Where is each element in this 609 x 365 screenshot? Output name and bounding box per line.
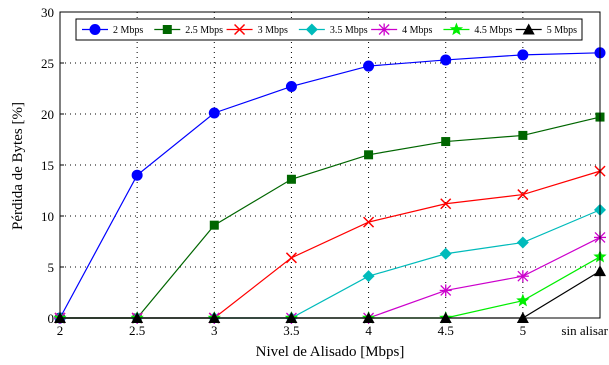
data-point — [364, 150, 373, 159]
x-tick-label: 4 — [365, 323, 372, 338]
data-point — [209, 108, 219, 118]
y-axis-title: Pérdida de Bytes [%] — [10, 102, 26, 230]
legend-label: 5 Mbps — [547, 25, 577, 36]
x-tick-label: 2.5 — [129, 323, 145, 338]
y-tick-label: 30 — [41, 5, 54, 20]
data-point — [287, 175, 296, 184]
data-point — [286, 81, 296, 91]
data-point — [441, 55, 451, 65]
x-tick-label: 5 — [520, 323, 527, 338]
legend-label: 4.5 Mbps — [474, 25, 512, 36]
data-point — [518, 131, 527, 140]
x-axis-title: Nivel de Alisado [Mbps] — [256, 344, 405, 360]
y-tick-label: 5 — [48, 260, 55, 275]
legend-label: 3.5 Mbps — [330, 25, 368, 36]
legend-label: 4 Mbps — [402, 25, 432, 36]
data-point — [441, 137, 450, 146]
legend-label: 2 Mbps — [113, 25, 143, 36]
data-point — [132, 170, 142, 180]
data-point — [517, 270, 529, 282]
y-tick-label: 15 — [41, 158, 54, 173]
legend-marker — [163, 25, 172, 34]
x-tick-label: 3 — [211, 323, 218, 338]
legend-label: 3 Mbps — [258, 25, 288, 36]
x-tick-label: sin alisar — [561, 323, 608, 338]
legend: 2 Mbps 2.5 Mbps 3 Mbps 3.5 Mbps 4 Mbps 4.5 Mb… — [76, 19, 582, 40]
x-tick-label: 2 — [57, 323, 64, 338]
y-tick-label: 10 — [41, 209, 54, 224]
legend-marker — [90, 25, 100, 35]
y-tick-label: 20 — [41, 107, 54, 122]
x-tick-label: 4.5 — [438, 323, 454, 338]
data-point — [364, 61, 374, 71]
y-tick-label: 0 — [48, 311, 55, 326]
legend-label: 2.5 Mbps — [185, 25, 223, 36]
data-point — [210, 221, 219, 230]
data-point — [518, 50, 528, 60]
y-tick-label: 25 — [41, 56, 54, 71]
legend-item: 4 Mbps — [371, 24, 432, 37]
x-tick-label: 3.5 — [283, 323, 299, 338]
legend-marker — [378, 24, 390, 36]
data-point — [440, 284, 452, 296]
